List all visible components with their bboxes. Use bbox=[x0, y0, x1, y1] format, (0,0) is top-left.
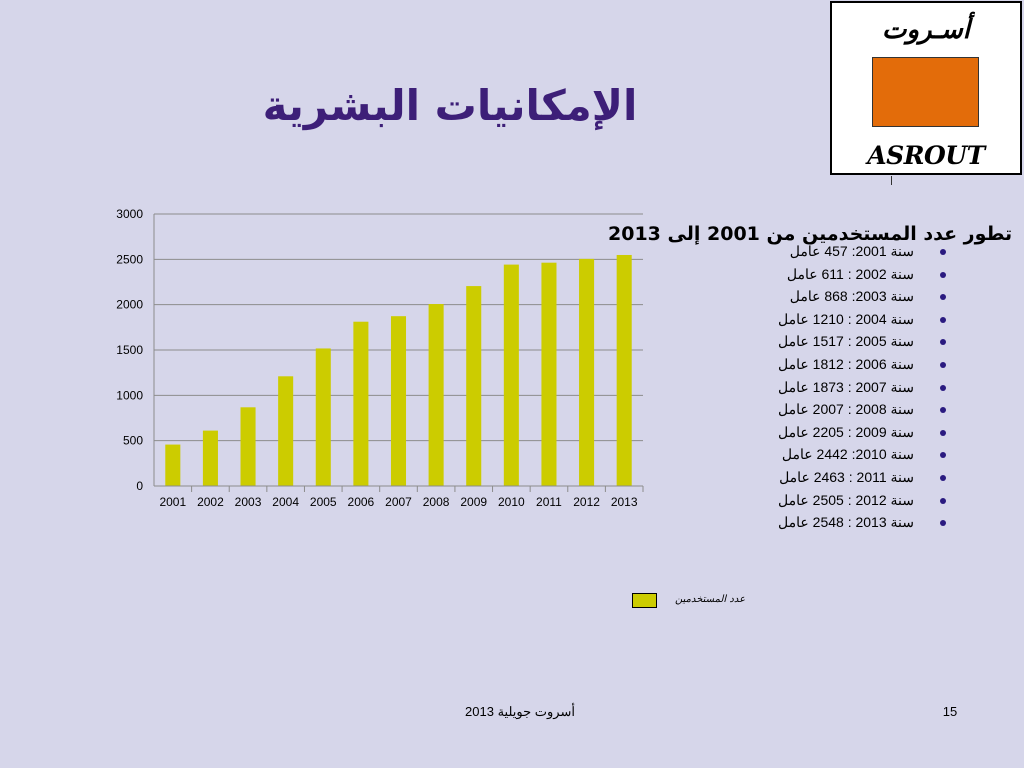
logo-orange-square bbox=[872, 57, 979, 127]
slide-footer: أسروت جويلية 2013 bbox=[465, 704, 575, 719]
y-tick-label: 0 bbox=[136, 479, 143, 493]
year-list-item: سنة 2008 : 2007 عامل bbox=[668, 398, 948, 421]
x-tick-label: 2012 bbox=[573, 495, 600, 509]
bar bbox=[466, 286, 482, 486]
y-tick-label: 1000 bbox=[116, 388, 143, 402]
y-tick-label: 2000 bbox=[116, 298, 143, 312]
y-tick-label: 2500 bbox=[116, 252, 143, 266]
logo-arabic-name: أسـروت bbox=[881, 15, 970, 45]
bar bbox=[353, 321, 369, 486]
bar bbox=[165, 444, 181, 486]
bar bbox=[428, 304, 444, 486]
bar bbox=[541, 262, 557, 486]
year-list-item: سنة 2003: 868 عامل bbox=[668, 285, 948, 308]
chart-bars bbox=[165, 254, 632, 486]
year-list-item: سنة 2010: 2442 عامل bbox=[668, 443, 948, 466]
company-logo: أسـروت ASROUT bbox=[830, 1, 1022, 175]
y-axis-ticks: 0 500 1000 1500 2000 2500 3000 bbox=[116, 207, 143, 493]
x-tick-label: 2007 bbox=[385, 495, 412, 509]
page-number: 15 bbox=[942, 704, 958, 719]
yearly-staff-list: سنة 2001: 457 عامل سنة 2002 : 611 عامل سنة… bbox=[668, 240, 948, 534]
y-tick-label: 500 bbox=[123, 434, 143, 448]
x-axis-ticks: 2001 2002 2003 2004 2005 2006 2007 2008 2009 2010… bbox=[154, 485, 644, 509]
x-tick-label: 2002 bbox=[197, 495, 224, 509]
y-tick-label: 1500 bbox=[116, 343, 143, 357]
bar bbox=[390, 316, 407, 486]
year-list-item: سنة 2002 : 611 عامل bbox=[668, 263, 948, 286]
bar bbox=[315, 348, 331, 486]
x-tick-label: 2011 bbox=[536, 495, 562, 509]
x-tick-label: 2009 bbox=[460, 495, 487, 509]
x-tick-label: 2010 bbox=[498, 495, 525, 509]
year-list-item: سنة 2006 : 1812 عامل bbox=[668, 353, 948, 376]
y-tick-label: 3000 bbox=[116, 207, 143, 221]
x-tick-label: 2005 bbox=[310, 495, 337, 509]
bar bbox=[616, 254, 632, 486]
year-list-item: سنة 2011 : 2463 عامل bbox=[668, 466, 948, 489]
slide-title: الإمكانيات البشرية bbox=[262, 81, 638, 130]
bar bbox=[278, 376, 294, 486]
legend-swatch bbox=[632, 593, 657, 608]
x-tick-label: 2003 bbox=[235, 495, 262, 509]
x-tick-label: 2004 bbox=[272, 495, 299, 509]
year-list-item: سنة 2004 : 1210 عامل bbox=[668, 308, 948, 331]
legend-label: عدد المستخدمين bbox=[674, 594, 746, 605]
year-list-item: سنة 2009 : 2205 عامل bbox=[668, 421, 948, 444]
x-tick-label: 2008 bbox=[423, 495, 450, 509]
year-list-item: سنة 2001: 457 عامل bbox=[668, 240, 948, 263]
chart-title: تطور عدد المستخدمين من 2001 إلى 2013 bbox=[608, 223, 1012, 245]
x-tick-label: 2001 bbox=[159, 495, 186, 509]
bar bbox=[579, 258, 595, 486]
logo-connector-line bbox=[891, 176, 892, 185]
year-list-item: سنة 2013 : 2548 عامل bbox=[668, 511, 948, 534]
x-tick-label: 2006 bbox=[348, 495, 375, 509]
x-tick-label: 2013 bbox=[611, 495, 638, 509]
logo-english-name: ASROUT bbox=[867, 141, 985, 170]
bar bbox=[240, 407, 256, 486]
bar bbox=[503, 264, 519, 486]
year-list-item: سنة 2007 : 1873 عامل bbox=[668, 376, 948, 399]
year-list-item: سنة 2005 : 1517 عامل bbox=[668, 330, 948, 353]
bar bbox=[202, 430, 218, 486]
year-list-item: سنة 2012 : 2505 عامل bbox=[668, 489, 948, 512]
